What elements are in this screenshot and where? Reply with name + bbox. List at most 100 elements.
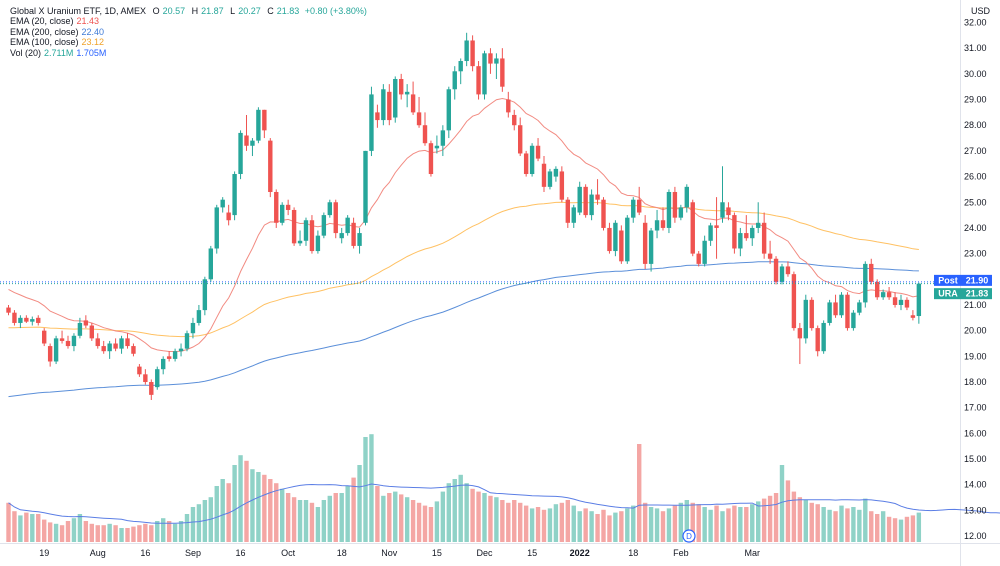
candle (482, 50, 487, 100)
candle-body (470, 40, 475, 67)
volume-bar (452, 479, 457, 542)
candle-body (898, 299, 904, 305)
volume-bar (24, 512, 29, 542)
candle (369, 86, 374, 157)
ema20-label: EMA (20, close) (10, 16, 74, 27)
candle (892, 292, 898, 308)
candle (172, 348, 178, 362)
candle-body (875, 281, 880, 298)
candle-body (642, 222, 648, 264)
volume-bar (869, 511, 874, 542)
volume-bar (280, 488, 285, 542)
candle-body (399, 78, 404, 95)
change-value: +0.80 (+3.80%) (304, 6, 367, 16)
candle (904, 297, 910, 311)
candle-body (369, 94, 374, 151)
volume-bar (89, 523, 94, 542)
candle (65, 335, 71, 349)
y-tick-label: 26.00 (964, 172, 987, 182)
volume-bar (416, 502, 422, 542)
candle (601, 197, 606, 231)
volume-bar (95, 525, 100, 542)
x-tick-label: Mar (745, 548, 761, 558)
candle (910, 310, 916, 321)
x-tick-label: 18 (628, 548, 638, 558)
volume-bar (607, 515, 612, 542)
candle (101, 340, 106, 354)
x-tick-label: Oct (281, 548, 296, 558)
candle-body (714, 225, 719, 228)
candle (506, 91, 511, 118)
ema100-label: EMA (100, close) (10, 37, 79, 48)
candle-body (684, 186, 689, 208)
volume-bar (446, 483, 451, 542)
candle-body (149, 382, 154, 395)
candle (268, 138, 273, 198)
volume-bar (910, 515, 916, 542)
volume-bar (637, 444, 642, 542)
candle-body (113, 343, 118, 349)
candle-body (422, 125, 428, 144)
legend-ema20[interactable]: EMA (20, close) 21.43 (10, 16, 367, 26)
candle-body (773, 258, 779, 282)
volume-bar (631, 505, 636, 542)
x-tick-label: 16 (140, 548, 150, 558)
y-tick-label: 16.00 (964, 428, 987, 438)
candle-body (297, 240, 303, 244)
candle-body (59, 338, 65, 341)
candle (803, 294, 808, 344)
y-tick-label: 17.00 (964, 403, 987, 413)
candle-body (892, 297, 898, 305)
candle-body (196, 310, 202, 323)
candle-body (529, 145, 535, 175)
volume-bar (553, 504, 559, 542)
candle-body (119, 338, 124, 349)
candle (631, 197, 636, 223)
candle-body (339, 233, 344, 239)
candle (18, 315, 23, 329)
volume-bar (518, 502, 523, 542)
candle (208, 245, 213, 282)
legend-ema200[interactable]: EMA (200, close) 22.40 (10, 27, 367, 37)
y-tick-label: 13.00 (964, 505, 987, 515)
candle (678, 204, 684, 221)
candle (518, 117, 523, 157)
ema20-line (8, 97, 919, 352)
candle (845, 292, 850, 331)
candle-body (357, 233, 362, 246)
volume-bar (547, 508, 553, 542)
volume-bar (756, 501, 761, 542)
candle-body (226, 212, 231, 221)
legend-ema100[interactable]: EMA (100, close) 23.12 (10, 37, 367, 47)
volume-ma-line (8, 483, 1000, 524)
candle-body (833, 302, 838, 316)
candle (166, 351, 172, 362)
open-label: O (152, 6, 160, 16)
candle (553, 166, 559, 182)
x-tick-label: 16 (236, 548, 246, 558)
ura-price-tag-value: 21.83 (966, 289, 989, 299)
candle (12, 310, 17, 326)
volume-bar (506, 502, 511, 542)
candle-body (268, 140, 273, 192)
volume-bar (839, 505, 844, 542)
post-price-tag-label: Post (938, 275, 958, 285)
candle (333, 199, 338, 239)
y-tick-label: 32.00 (964, 18, 987, 28)
volume-bar (59, 525, 65, 542)
volume-bar (803, 500, 808, 542)
ura-price-tag-label: URA (938, 289, 958, 299)
volume-bar (904, 516, 910, 542)
candle (262, 109, 267, 139)
candle-body (280, 204, 285, 223)
volume-bar (916, 512, 922, 542)
dividend-marker-icon[interactable]: D (682, 529, 696, 543)
candle-body (916, 283, 922, 317)
legend-volume[interactable]: Vol (20) 2.711M 1.705M (10, 48, 367, 58)
candle (149, 379, 154, 400)
volume-bar (559, 502, 565, 542)
volume-bar (458, 474, 463, 542)
volume-bar (464, 483, 469, 542)
volume-bar (161, 518, 166, 542)
